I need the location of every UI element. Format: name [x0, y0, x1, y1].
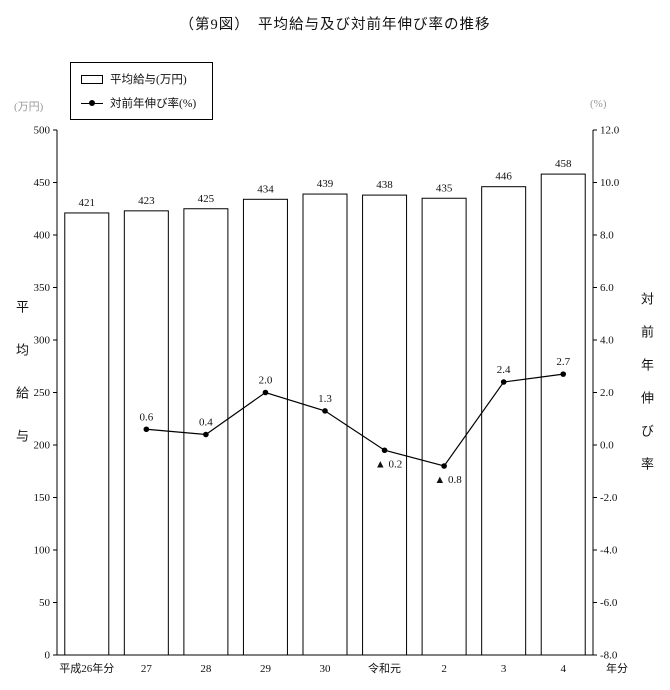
- left-tick-label: 200: [34, 440, 51, 452]
- right-tick-label: 10.0: [600, 177, 620, 189]
- line-marker: [203, 431, 209, 438]
- left-tick-label: 450: [34, 177, 51, 189]
- bar-value-label: 423: [138, 195, 155, 207]
- right-tick-label: -8.0: [600, 650, 618, 662]
- bar: [302, 193, 348, 656]
- left-tick-label: 100: [34, 545, 51, 557]
- x-tick-label: 平成26年分: [59, 661, 114, 675]
- bar-value-label: 458: [555, 158, 572, 170]
- growth-line: [146, 373, 564, 467]
- line-marker: [441, 463, 447, 469]
- legend: 平均給与(万円) 対前年伸び率(%): [70, 62, 214, 120]
- line-legend-swatch: [81, 99, 103, 106]
- bar-value-label: 435: [436, 182, 453, 194]
- line-value-label: 2.7: [556, 356, 570, 368]
- right-axis-unit: (%): [590, 98, 607, 110]
- left-tick-label: 150: [34, 492, 51, 504]
- left-tick-label: 0: [45, 650, 51, 662]
- right-tick-label: 12.0: [600, 125, 620, 137]
- line-marker: [381, 447, 388, 454]
- bar: [242, 198, 288, 656]
- x-tick-label: 令和元: [368, 661, 401, 675]
- left-tick-label: 350: [34, 282, 51, 294]
- x-tick-label: 2: [441, 663, 447, 675]
- right-tick-label: 2.0: [600, 387, 614, 399]
- left-tick-label: 400: [34, 230, 51, 242]
- line-value-label: 0.4: [199, 417, 213, 429]
- right-tick-label: 6.0: [600, 282, 614, 294]
- right-tick-label: 4.0: [600, 335, 614, 347]
- right-axis-title: 対前年伸び率: [639, 292, 654, 490]
- bar-value-label: 434: [257, 183, 274, 195]
- line-marker: [560, 371, 567, 377]
- line-value-label: 1.3: [318, 393, 332, 405]
- line-value-label: ▲ 0.2: [375, 458, 402, 470]
- x-tick-label: 27: [141, 663, 153, 675]
- left-tick-label: 500: [34, 125, 51, 137]
- bar-value-label: 425: [198, 193, 215, 205]
- right-tick-label: -2.0: [600, 492, 618, 504]
- bar-value-label: 439: [317, 178, 334, 190]
- line-marker-icon: [89, 99, 95, 106]
- bar: [64, 212, 110, 656]
- left-tick-label: 250: [34, 387, 51, 399]
- x-tick-label: 28: [200, 663, 212, 675]
- left-tick-label: 50: [39, 597, 51, 609]
- bar: [481, 186, 527, 656]
- bar: [123, 210, 169, 656]
- bar-value-label: 421: [79, 197, 96, 209]
- bar-legend-swatch: [81, 74, 103, 84]
- left-axis-title: 平均給与: [14, 300, 29, 472]
- legend-row-bar: 平均給与(万円): [81, 71, 196, 87]
- line-marker: [322, 408, 328, 414]
- line-value-label: 2.4: [497, 364, 511, 376]
- line-value-label: 0.6: [139, 411, 153, 423]
- left-tick-label: 300: [34, 335, 51, 347]
- chart-title: （第9図） 平均給与及び対前年伸び率の推移: [179, 17, 491, 33]
- right-tick-label: -4.0: [600, 545, 618, 557]
- x-tick-label: 3: [501, 663, 507, 675]
- line-value-label: 2.0: [259, 375, 273, 387]
- legend-row-line: 対前年伸び率(%): [81, 95, 196, 111]
- line-legend-label: 対前年伸び率(%): [110, 98, 197, 110]
- x-tick-label: 4: [560, 663, 566, 675]
- right-tick-label: 0.0: [600, 440, 614, 452]
- bar: [540, 173, 586, 656]
- left-axis-unit: (万円): [14, 101, 44, 113]
- x-tick-label: 30: [320, 663, 332, 675]
- line-value-label: ▲ 0.8: [434, 474, 462, 486]
- right-tick-label: -6.0: [600, 597, 618, 609]
- line-marker: [143, 426, 150, 433]
- line-marker: [500, 379, 507, 385]
- x-axis-suffix: 年分: [606, 661, 628, 675]
- bar: [362, 194, 408, 656]
- right-tick-label: 8.0: [600, 230, 614, 242]
- bar-value-label: 438: [376, 179, 393, 191]
- bar-value-label: 446: [495, 171, 512, 183]
- bar-legend-label: 平均給与(万円): [110, 74, 187, 86]
- bar: [421, 197, 467, 656]
- line-marker: [262, 389, 269, 396]
- x-tick-label: 29: [260, 663, 272, 675]
